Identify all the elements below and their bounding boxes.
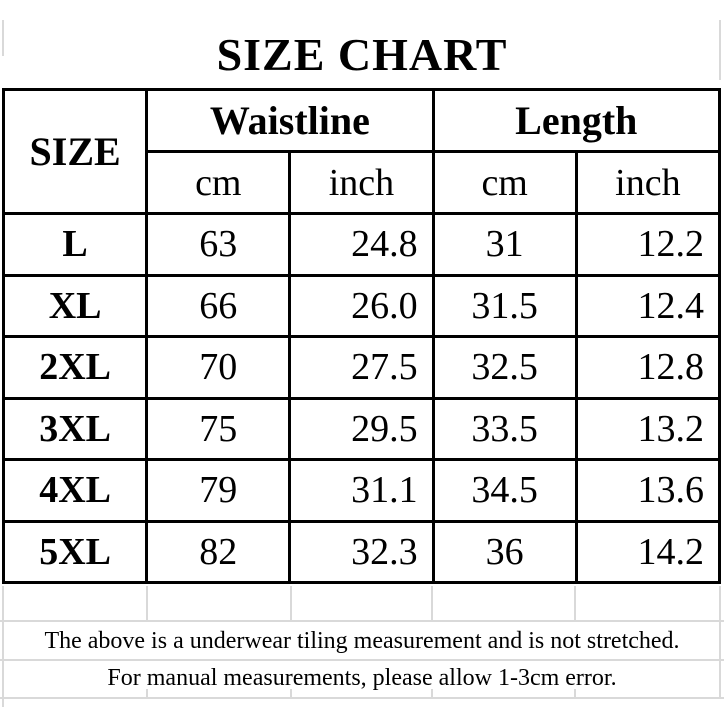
length-cm-cell: 33.5: [431, 396, 578, 461]
note-line-1: The above is a underwear tiling measurem…: [44, 628, 680, 654]
gridline-gap: [719, 586, 721, 622]
page-title: SIZE CHART: [216, 29, 508, 80]
length-inch-cell: 13.2: [574, 396, 722, 461]
gridline-horizontal: [0, 697, 724, 699]
table-row: XL 66 26.0 31.5 12.4: [1, 273, 722, 338]
size-column-header: SIZE: [1, 88, 149, 215]
length-cm-cell: 36: [431, 519, 578, 584]
gridline-right-edge: [719, 620, 721, 699]
waist-cm-cell: 82: [145, 519, 292, 584]
length-cm-cell: 34.5: [431, 458, 578, 523]
gridline-gap: [431, 586, 433, 622]
gridline-left-edge: [2, 620, 4, 699]
length-inch-cell: 12.8: [574, 335, 722, 400]
gridline-horizontal: [0, 620, 724, 622]
gridline-stub: [290, 689, 292, 697]
length-inch-cell: 14.2: [574, 519, 722, 584]
size-cell: 4XL: [1, 458, 149, 523]
size-cell: 2XL: [1, 335, 149, 400]
gridline-gap: [290, 586, 292, 622]
gridline-gap: [2, 586, 4, 622]
waist-inch-unit-header: inch: [288, 150, 435, 215]
waist-inch-cell: 27.5: [288, 335, 435, 400]
gridline-stub: [146, 689, 148, 697]
waist-cm-cell: 75: [145, 396, 292, 461]
length-cm-cell: 31.5: [431, 273, 578, 338]
waist-cm-cell: 66: [145, 273, 292, 338]
gridline-top-right: [719, 20, 721, 80]
gridline-gap: [146, 586, 148, 622]
size-cell: XL: [1, 273, 149, 338]
waistline-group-header: Waistline: [145, 88, 435, 153]
length-cm-unit-header: cm: [431, 150, 578, 215]
gridline-horizontal: [0, 659, 724, 661]
table-row: 5XL 82 32.3 36 14.2: [1, 519, 722, 584]
length-inch-unit-header: inch: [574, 150, 722, 215]
waist-inch-cell: 32.3: [288, 519, 435, 584]
waist-inch-cell: 26.0: [288, 273, 435, 338]
header-row-units: cm inch cm inch: [4, 150, 722, 215]
size-cell: L: [1, 212, 149, 277]
size-cell: 3XL: [1, 396, 149, 461]
waist-cm-cell: 70: [145, 335, 292, 400]
length-inch-cell: 12.2: [574, 212, 722, 277]
table-row: L 63 24.8 31 12.2: [1, 212, 722, 277]
waist-cm-unit-header: cm: [145, 150, 292, 215]
length-cm-cell: 32.5: [431, 335, 578, 400]
length-inch-cell: 12.4: [574, 273, 722, 338]
length-group-header: Length: [431, 88, 722, 153]
note-line-2: For manual measurements, please allow 1-…: [107, 665, 617, 691]
gridline-top-left: [2, 20, 4, 56]
gridline-stub: [431, 689, 433, 697]
waist-cm-cell: 63: [145, 212, 292, 277]
gridline-stub: [574, 689, 576, 697]
waist-cm-cell: 79: [145, 458, 292, 523]
table-row: 4XL 79 31.1 34.5 13.6: [1, 458, 722, 523]
size-chart-table: SIZE Waistline Length cm inch cm inch L …: [1, 88, 722, 584]
length-inch-cell: 13.6: [574, 458, 722, 523]
gridline-gap: [574, 586, 576, 622]
table-row: 3XL 75 29.5 33.5 13.2: [1, 396, 722, 461]
waist-inch-cell: 29.5: [288, 396, 435, 461]
waist-inch-cell: 31.1: [288, 458, 435, 523]
header-row-groups: SIZE Waistline Length: [1, 88, 722, 215]
table-row: 2XL 70 27.5 32.5 12.8: [1, 335, 722, 400]
waist-inch-cell: 24.8: [288, 212, 435, 277]
length-cm-cell: 31: [431, 212, 578, 277]
gridline-stub: [2, 699, 4, 707]
size-cell: 5XL: [1, 519, 149, 584]
